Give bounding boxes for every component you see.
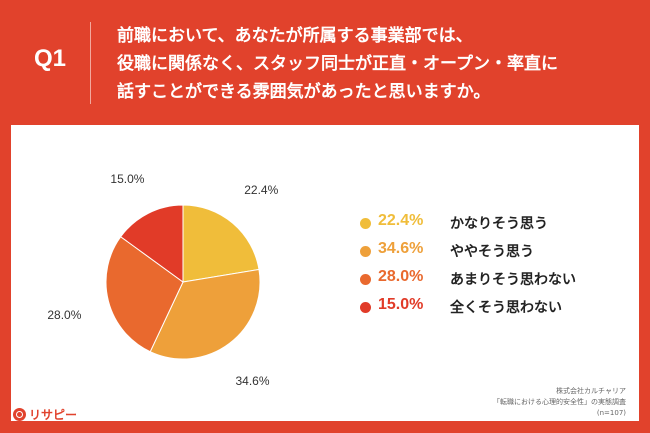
question-line: 前職において、あなたが所属する事業部では、 [117,26,473,46]
legend-value: 28.0% [378,268,424,285]
question-line: 役職に関係なく、スタッフ同士が正直・オープン・率直に [117,54,558,74]
legend-value: 15.0% [378,296,424,313]
legend-label: あまりそう思わない [450,272,576,288]
pie-slice-label: 22.4% [244,183,279,198]
legend-value: 22.4% [378,212,424,229]
legend-label: かなりそう思う [450,216,548,232]
logo-icon [13,408,26,421]
legend-swatch [360,218,371,229]
source-survey: 「転職における心理的安全性」の実態調査 [493,398,626,406]
question-line: 話すことができる雰囲気があったと思いますか。 [117,82,491,102]
legend-swatch [360,246,371,257]
pie-slice [182,204,260,283]
legend-label: ややそう思う [450,244,534,260]
pie-slice [149,268,261,360]
question-text: 前職において、あなたが所属する事業部では、 役職に関係なく、スタッフ同士が正直・… [117,22,637,106]
legend-swatch [360,302,371,313]
pie-slice-label: 15.0% [110,171,145,186]
header: Q1 前職において、あなたが所属する事業部では、 役職に関係なく、スタッフ同士が… [0,0,650,125]
pie-slice-label: 34.6% [235,374,270,389]
legend-swatch [360,274,371,285]
source-company: 株式会社カルチャリア [556,387,626,395]
pie-slice [105,236,184,353]
logo-text: リサピー [29,408,78,422]
source-sample: (n=107) [596,409,626,417]
header-divider [90,22,91,104]
pie-slice [120,204,184,283]
pie-slice-label: 28.0% [47,307,82,322]
logo: リサピー [13,406,77,423]
legend-label: 全くそう思わない [450,300,562,316]
question-number: Q1 [34,45,67,72]
source-note: 株式会社カルチャリア 「転職における心理的安全性」の実態調査 (n=107) [493,386,626,419]
legend-value: 34.6% [378,240,424,257]
